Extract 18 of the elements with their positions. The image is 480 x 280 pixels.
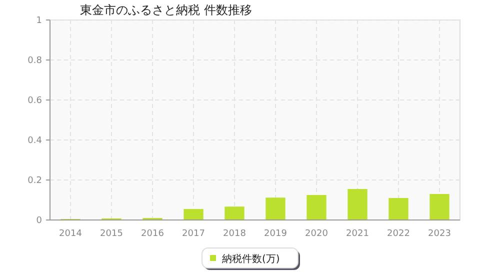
y-tick-label: 0.4 (28, 136, 42, 146)
x-tick-label: 2019 (264, 229, 288, 239)
x-tick-label: 2014 (59, 229, 82, 239)
x-tick-label: 2020 (305, 229, 328, 239)
y-tick-label: 0.8 (28, 56, 42, 66)
x-tick-label: 2021 (346, 229, 369, 239)
x-tick-label: 2015 (100, 229, 123, 239)
x-tick-label: 2023 (428, 229, 451, 239)
legend-label: 納税件数(万) (222, 253, 280, 265)
y-tick-label: 0.2 (28, 176, 42, 186)
x-tick-label: 2016 (141, 229, 164, 239)
y-tick-label: 0 (36, 216, 42, 226)
x-tick-label: 2018 (223, 229, 246, 239)
chart-title: 東金市のふるさと納税 件数推移 (80, 3, 252, 17)
x-tick-label: 2017 (182, 229, 205, 239)
x-tick-label: 2022 (387, 229, 410, 239)
y-tick-label: 0.6 (28, 96, 42, 106)
y-tick-label: 1 (36, 16, 42, 26)
